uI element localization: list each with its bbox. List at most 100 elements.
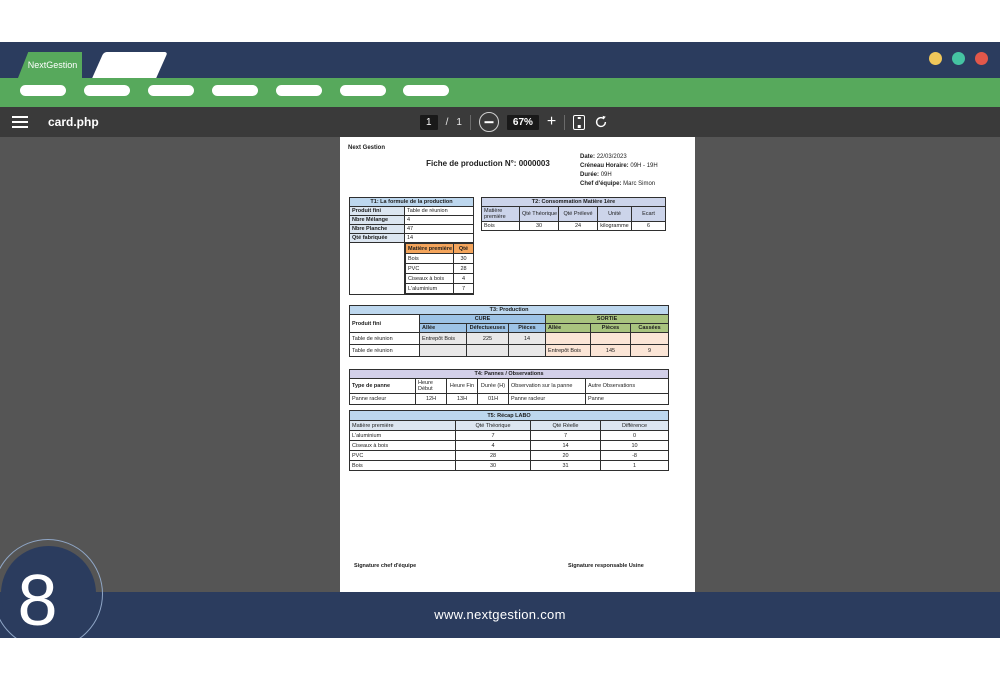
page-number-input[interactable]: 1 bbox=[420, 114, 438, 130]
page-separator: / bbox=[445, 116, 449, 128]
info-line: Durée: 09H bbox=[580, 171, 658, 180]
t3-cell: Entrepôt Bois bbox=[419, 332, 467, 345]
t3-cell bbox=[590, 332, 631, 345]
t5-header: Matière première bbox=[349, 420, 456, 431]
info-value: Marc Simon bbox=[623, 181, 656, 187]
t5-header: Qté Réelle bbox=[530, 420, 601, 431]
t5-cell: 0 bbox=[599, 430, 670, 441]
tab-nextgestion[interactable]: NextGestion bbox=[18, 52, 82, 78]
material-qty: 28 bbox=[453, 263, 473, 274]
t1-value: Table de réunion bbox=[403, 206, 475, 216]
t3-cell: Table de réunion bbox=[349, 332, 420, 345]
material-qty: 30 bbox=[453, 253, 473, 264]
t3-cell: 9 bbox=[629, 344, 670, 357]
site-footer: www.nextgestion.com bbox=[0, 592, 1000, 638]
t3-cell bbox=[545, 332, 591, 345]
t4-cell: Panne racleur bbox=[508, 393, 586, 405]
t3-subheader: Allée bbox=[419, 323, 467, 333]
t3-cell: 14 bbox=[508, 332, 546, 345]
t4-cell: 12H bbox=[415, 393, 447, 405]
t3-cell bbox=[508, 344, 546, 357]
bookmark-pill[interactable] bbox=[20, 85, 66, 96]
t4-header: Durée (H) bbox=[477, 378, 509, 394]
bookmark-pill[interactable] bbox=[403, 85, 449, 96]
info-label: Date: bbox=[580, 154, 596, 160]
pdf-toolbar: card.php 1 / 1 67% + bbox=[0, 107, 1000, 137]
t5-cell: 10 bbox=[599, 440, 670, 451]
doc-title: Fiche de production N°: 0000003 bbox=[426, 159, 550, 168]
zoom-level: 67% bbox=[506, 114, 539, 130]
t3-title: T3: Production bbox=[348, 305, 670, 315]
t4-title: T4: Pannes / Observations bbox=[348, 369, 670, 379]
t5-cell: 7 bbox=[530, 430, 601, 441]
window-dot-teal[interactable] bbox=[952, 52, 965, 65]
t4-header: Autre Observations bbox=[584, 378, 670, 394]
t3-cell: Entrepôt Bois bbox=[545, 344, 591, 357]
t2-cell: Bois bbox=[481, 221, 520, 231]
material-name: L'aluminium bbox=[405, 283, 454, 294]
bookmark-pill[interactable] bbox=[276, 85, 322, 96]
t4-header: Heure Fin bbox=[446, 378, 478, 394]
bookmark-pill[interactable] bbox=[148, 85, 194, 96]
t1-label: Nbre Mélange bbox=[349, 215, 405, 225]
rotate-button[interactable] bbox=[593, 114, 609, 130]
tab-blank[interactable] bbox=[92, 52, 168, 78]
t2-header: Ecart bbox=[631, 206, 666, 222]
t4-pannes-table: T4: Pannes / Observations Type de panne … bbox=[348, 369, 670, 405]
t3-cell bbox=[419, 344, 467, 357]
t3-subheader: Pièces bbox=[590, 323, 631, 333]
window-dot-yellow[interactable] bbox=[929, 52, 942, 65]
t5-cell: 1 bbox=[599, 460, 670, 471]
t3-cell bbox=[629, 332, 670, 345]
pdf-page: Next Gestion Fiche de production N°: 000… bbox=[340, 137, 695, 592]
info-line: Chef d'équipe: Marc Simon bbox=[580, 180, 658, 189]
info-label: Créneau Horaire: bbox=[580, 163, 629, 169]
t3-subheader: Allée bbox=[545, 323, 591, 333]
t3-group-cure: CURE bbox=[419, 314, 546, 324]
zoom-out-button[interactable] bbox=[478, 112, 499, 132]
menu-icon[interactable] bbox=[12, 116, 28, 118]
zoom-in-button[interactable]: + bbox=[546, 113, 557, 130]
bookmark-pill[interactable] bbox=[340, 85, 386, 96]
material-qty: 7 bbox=[453, 283, 473, 294]
material-name: Bois bbox=[405, 253, 454, 264]
info-label: Durée: bbox=[580, 172, 600, 178]
doc-info: Date: 22/03/2023 Créneau Horaire: 09H - … bbox=[580, 153, 658, 189]
pdf-file-title: card.php bbox=[48, 115, 99, 129]
window-controls bbox=[929, 52, 988, 65]
fit-page-button[interactable] bbox=[573, 114, 586, 130]
t3-cell bbox=[466, 344, 509, 357]
t2-cell: kilogramme bbox=[597, 221, 632, 231]
t4-cell: 13H bbox=[446, 393, 478, 405]
t4-cell: 01H bbox=[477, 393, 509, 405]
info-line: Date: 22/03/2023 bbox=[580, 153, 658, 162]
info-line: Créneau Horaire: 09H - 19H bbox=[580, 162, 658, 171]
t3-subheader: Pièces bbox=[508, 323, 546, 333]
t2-cell: 24 bbox=[558, 221, 598, 231]
page-total: 1 bbox=[456, 116, 462, 128]
t5-cell: 14 bbox=[530, 440, 601, 451]
t1-label: Qté fabriquée bbox=[349, 233, 405, 243]
t1-formule-table: T1: La formule de la production Produit … bbox=[348, 197, 475, 295]
t2-header: Unité bbox=[597, 206, 632, 222]
t1-value: 4 bbox=[403, 215, 475, 225]
window-dot-red[interactable] bbox=[975, 52, 988, 65]
pdf-viewer: Next Gestion Fiche de production N°: 000… bbox=[0, 137, 1000, 592]
t3-production-table: T3: Production Produit fini CURE SORTIE … bbox=[348, 305, 670, 357]
toolbar-divider bbox=[564, 114, 566, 130]
t5-cell: -8 bbox=[599, 450, 670, 461]
bookmark-pill[interactable] bbox=[84, 85, 130, 96]
t4-header: Observation sur la panne bbox=[508, 378, 586, 394]
browser-bar: NextGestion bbox=[0, 42, 1000, 78]
t3-group-sortie: SORTIE bbox=[544, 314, 670, 324]
info-value: 09H - 19H bbox=[630, 163, 658, 169]
t1-materials-table: Matière première Qté Bois 30 PVC 28 Ciseaux… bbox=[405, 243, 473, 294]
t3-cell: 145 bbox=[590, 344, 631, 357]
bookmark-pill[interactable] bbox=[212, 85, 258, 96]
t4-header: Type de panne bbox=[349, 378, 416, 394]
t2-title: T2: Consommation Matière 1ère bbox=[481, 197, 666, 207]
pdf-controls: 1 / 1 67% + bbox=[420, 107, 609, 137]
t5-cell: 28 bbox=[455, 450, 531, 461]
t5-cell: Bois bbox=[349, 460, 456, 471]
t4-header: Heure Début bbox=[415, 378, 447, 394]
